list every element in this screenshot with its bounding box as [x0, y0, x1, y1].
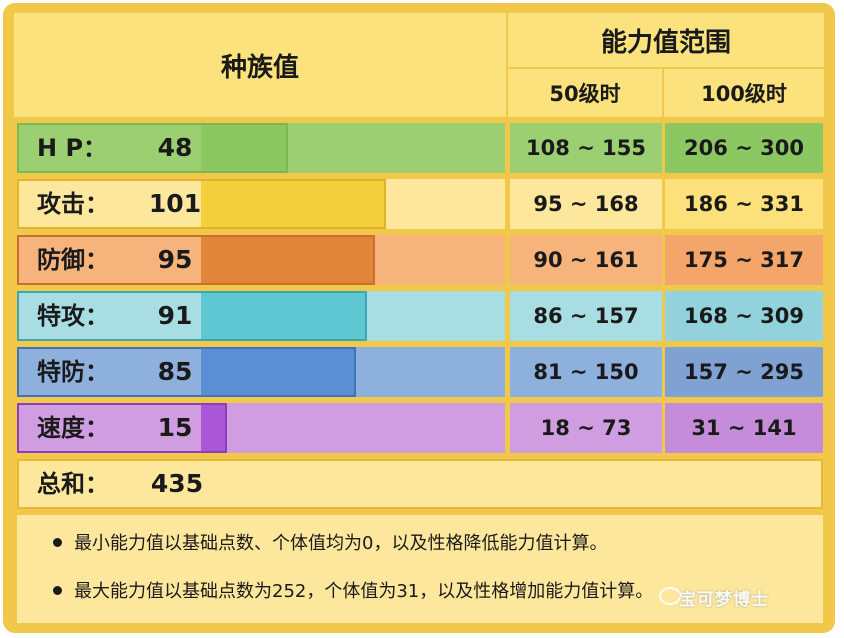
note-min: 最小能力值以基础点数、个体值均为0，以及性格降低能力值计算。: [53, 531, 607, 557]
range-lv50: 18 ~ 73: [510, 403, 662, 453]
total-value: 435: [150, 469, 204, 498]
lv100-header-label: 100级时: [701, 82, 787, 106]
stat-row: 特防： 85: [17, 347, 505, 397]
stat-name: 速度：: [37, 414, 109, 442]
range-lv100: 157 ~ 295: [665, 347, 823, 397]
stat-label-box: [17, 123, 201, 173]
base-stats-header: 种族值: [14, 13, 506, 117]
stat-value: 48: [157, 133, 193, 162]
stat-value: 95: [157, 245, 193, 274]
stat-name: 特防：: [37, 358, 109, 386]
stat-value: 101: [148, 189, 202, 218]
stat-row: 防御： 95: [17, 235, 505, 285]
stat-name: 防御：: [37, 246, 109, 274]
lv100-header: 100级时: [664, 69, 824, 117]
range-lv100: 175 ~ 317: [665, 235, 823, 285]
stat-range-header: 能力值范围: [508, 13, 824, 67]
stat-value: 15: [157, 413, 193, 442]
stat-name: 攻击：: [37, 190, 109, 218]
bullet-icon: [53, 585, 62, 595]
lv50-header-label: 50级时: [549, 82, 621, 106]
stat-range-header-label: 能力值范围: [600, 27, 731, 58]
range-lv50: 90 ~ 161: [510, 235, 662, 285]
stat-name: H P：: [37, 134, 108, 162]
range-lv100: 31 ~ 141: [665, 403, 823, 453]
stat-value: 85: [157, 357, 193, 386]
range-lv50: 86 ~ 157: [510, 291, 662, 341]
stat-label-box: [17, 235, 201, 285]
note-max: 最大能力值以基础点数为252，个体值为31，以及性格增加能力值计算。: [53, 579, 653, 605]
range-lv50: 81 ~ 150: [510, 347, 662, 397]
stat-label-box: [17, 291, 201, 341]
range-lv50: 95 ~ 168: [510, 179, 662, 229]
range-lv100: 186 ~ 331: [665, 179, 823, 229]
total-row: 总和： 435: [17, 459, 823, 509]
stats-card: 种族值 能力值范围 50级时 100级时 H P： 48 108 ~ 155 206 …: [3, 3, 835, 633]
stat-row: H P： 48: [17, 123, 505, 173]
range-lv100: 168 ~ 309: [665, 291, 823, 341]
stat-label-box: [17, 179, 201, 229]
watermark: 宝可梦博士: [679, 590, 769, 610]
range-lv100: 206 ~ 300: [665, 123, 823, 173]
stat-row: 速度： 15: [17, 403, 505, 453]
note-max-text: 最大能力值以基础点数为252，个体值为31，以及性格增加能力值计算。: [74, 581, 654, 602]
bullet-icon: [53, 537, 62, 547]
stat-name: 特攻：: [37, 302, 109, 330]
note-min-text: 最小能力值以基础点数、个体值均为0，以及性格降低能力值计算。: [74, 533, 608, 554]
stat-value: 91: [157, 301, 193, 330]
stat-row: 特攻： 91: [17, 291, 505, 341]
total-label: 总和：: [37, 470, 109, 498]
notes-panel: 最小能力值以基础点数、个体值均为0，以及性格降低能力值计算。 最大能力值以基础点…: [17, 515, 823, 623]
lv50-header: 50级时: [508, 69, 662, 117]
stat-label-box: [17, 347, 201, 397]
stat-label-box: [17, 403, 201, 453]
base-stats-header-label: 种族值: [220, 52, 299, 83]
range-lv50: 108 ~ 155: [510, 123, 662, 173]
wechat-logo-icon: [659, 587, 681, 605]
stat-row: 攻击： 101: [17, 179, 505, 229]
